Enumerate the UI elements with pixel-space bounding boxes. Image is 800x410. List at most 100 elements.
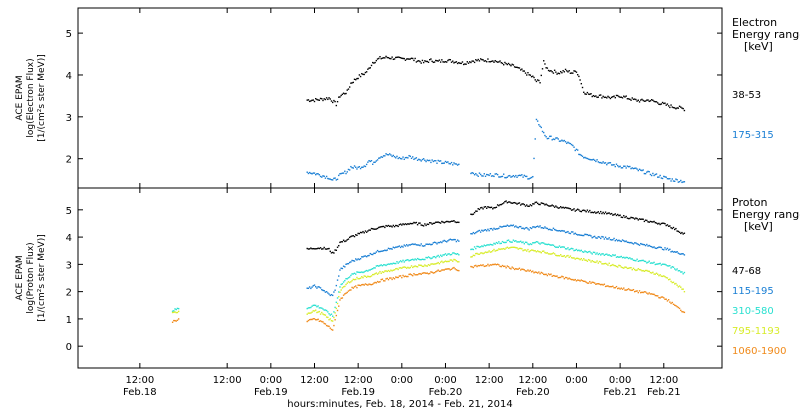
data-point-310-580 bbox=[329, 314, 331, 316]
data-point-795-1193 bbox=[597, 262, 599, 264]
data-point-310-580 bbox=[422, 258, 425, 261]
data-point-47-68 bbox=[602, 211, 604, 214]
data-point-1060-1900 bbox=[630, 289, 632, 292]
data-point-47-68 bbox=[311, 248, 313, 250]
data-point-795-1193 bbox=[655, 272, 658, 274]
data-point-38-53 bbox=[618, 95, 620, 98]
data-point-38-53 bbox=[528, 74, 530, 76]
data-point-310-580 bbox=[478, 246, 481, 248]
data-point-47-68 bbox=[649, 220, 652, 223]
data-point-310-580 bbox=[472, 248, 475, 251]
data-point-795-1193 bbox=[646, 269, 648, 272]
data-point-38-53 bbox=[409, 58, 412, 60]
data-point-38-53 bbox=[630, 99, 632, 101]
data-point-310-580 bbox=[532, 242, 534, 244]
data-point-115-195 bbox=[653, 246, 655, 248]
data-point-38-53 bbox=[312, 99, 314, 101]
data-point-310-580 bbox=[557, 246, 559, 249]
data-point-175-315 bbox=[418, 158, 420, 161]
data-point-115-195 bbox=[518, 225, 521, 228]
data-point-47-68 bbox=[558, 207, 561, 209]
data-point-38-53 bbox=[510, 64, 512, 67]
data-point-115-195 bbox=[636, 243, 638, 245]
data-point-115-195 bbox=[413, 243, 415, 246]
data-point-175-315 bbox=[313, 172, 316, 174]
xtick-date-label: Feb.19 bbox=[341, 387, 375, 398]
data-point-1060-1900 bbox=[452, 267, 454, 269]
data-point-115-195 bbox=[407, 245, 409, 247]
data-point-115-195 bbox=[477, 230, 479, 232]
data-point-795-1193 bbox=[652, 271, 654, 274]
data-point-795-1193 bbox=[472, 254, 475, 257]
data-point-115-195 bbox=[430, 244, 432, 246]
data-point-795-1193 bbox=[598, 260, 601, 263]
data-point-310-580 bbox=[610, 255, 613, 257]
data-point-175-315 bbox=[664, 176, 666, 178]
data-point-310-580 bbox=[552, 244, 555, 246]
data-point-115-195 bbox=[419, 244, 421, 247]
data-point-47-68 bbox=[335, 249, 338, 252]
data-point-795-1193 bbox=[346, 282, 348, 284]
data-point-310-580 bbox=[619, 256, 621, 258]
data-point-795-1193 bbox=[317, 311, 319, 313]
data-point-47-68 bbox=[515, 202, 517, 204]
data-point-175-315 bbox=[624, 165, 626, 167]
data-point-310-580 bbox=[625, 256, 627, 259]
data-point-310-580 bbox=[669, 264, 671, 267]
xtick-time-label: 12:00 bbox=[125, 375, 154, 386]
data-point-175-315 bbox=[532, 175, 534, 178]
data-point-1060-1900 bbox=[373, 282, 375, 284]
data-point-310-580 bbox=[667, 265, 670, 267]
data-point-47-68 bbox=[392, 224, 395, 227]
data-point-47-68 bbox=[566, 207, 568, 209]
data-point-38-53 bbox=[589, 93, 591, 96]
data-point-310-580 bbox=[613, 254, 615, 257]
data-point-1060-1900 bbox=[536, 272, 539, 274]
data-point-795-1193 bbox=[535, 251, 538, 253]
data-point-310-580 bbox=[559, 246, 562, 249]
data-point-1060-1900 bbox=[641, 291, 643, 293]
data-point-1060-1900 bbox=[575, 280, 578, 282]
legend-entry-795-1193: 795-1193 bbox=[732, 326, 780, 337]
data-point-115-195 bbox=[339, 269, 341, 271]
data-point-1060-1900 bbox=[615, 285, 618, 288]
data-point-38-53 bbox=[449, 59, 452, 61]
data-point-115-195 bbox=[649, 245, 652, 248]
data-point-795-1193 bbox=[363, 275, 365, 277]
data-point-115-195 bbox=[502, 225, 505, 228]
data-point-175-315 bbox=[416, 159, 419, 161]
data-point-310-580 bbox=[452, 252, 454, 254]
data-point-38-53 bbox=[325, 97, 328, 99]
data-point-1060-1900 bbox=[335, 314, 338, 317]
data-point-175-315 bbox=[424, 159, 426, 162]
data-point-1060-1900 bbox=[441, 269, 443, 271]
data-point-310-580 bbox=[644, 260, 647, 263]
data-point-1060-1900 bbox=[338, 305, 340, 307]
data-point-47-68 bbox=[365, 231, 368, 233]
data-point-1060-1900 bbox=[624, 289, 626, 291]
data-point-38-53 bbox=[648, 100, 650, 103]
data-point-47-68 bbox=[543, 202, 545, 205]
data-point-795-1193 bbox=[489, 251, 492, 253]
data-point-1060-1900 bbox=[177, 318, 180, 320]
data-point-1060-1900 bbox=[438, 270, 441, 272]
data-point-47-68 bbox=[317, 247, 319, 249]
electron-legend-title: [keV] bbox=[744, 40, 773, 53]
data-point-115-195 bbox=[431, 243, 433, 246]
data-point-1060-1900 bbox=[515, 267, 517, 270]
data-point-175-315 bbox=[680, 179, 682, 182]
data-point-310-580 bbox=[471, 248, 473, 250]
data-point-795-1193 bbox=[356, 276, 358, 279]
data-point-47-68 bbox=[496, 204, 499, 206]
data-point-795-1193 bbox=[318, 310, 321, 313]
data-point-38-53 bbox=[558, 72, 561, 75]
data-point-310-580 bbox=[579, 250, 581, 252]
data-point-175-315 bbox=[607, 162, 609, 164]
data-point-47-68 bbox=[507, 201, 510, 203]
data-point-1060-1900 bbox=[482, 264, 484, 266]
data-point-38-53 bbox=[604, 96, 607, 98]
data-point-795-1193 bbox=[486, 251, 488, 254]
data-point-47-68 bbox=[589, 209, 591, 212]
data-point-38-53 bbox=[561, 72, 563, 74]
data-point-175-315 bbox=[556, 137, 558, 139]
